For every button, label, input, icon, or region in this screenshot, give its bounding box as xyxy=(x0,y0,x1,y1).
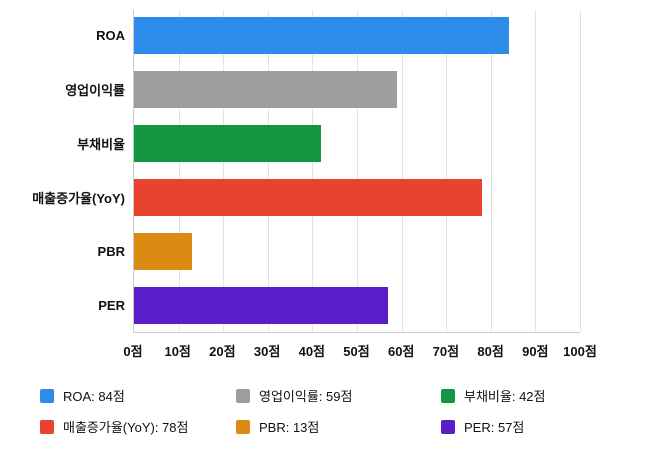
legend-item: PER: 57점 xyxy=(441,417,545,436)
gridline xyxy=(535,10,537,332)
x-tick-label: 50점 xyxy=(343,344,370,359)
gridline xyxy=(178,10,180,332)
legend-item: 매출증가율(YoY): 78점 xyxy=(40,417,236,436)
legend-label: PBR: 13점 xyxy=(259,420,320,435)
x-tick-label: 0점 xyxy=(123,344,143,359)
category-label: PER xyxy=(98,298,125,313)
legend-swatch-icon xyxy=(236,419,250,434)
legend-swatch-icon xyxy=(40,388,54,403)
legend-item: 영업이익률: 59점 xyxy=(236,386,441,405)
category-label: 매출증가율(YoY) xyxy=(32,191,125,206)
gridline xyxy=(312,10,314,332)
category-label: 부채비율 xyxy=(77,137,125,152)
x-tick-label: 20점 xyxy=(209,344,236,359)
x-tick-label: 100점 xyxy=(563,344,597,359)
legend-swatch-icon xyxy=(441,419,455,434)
legend-item: 부채비율: 42점 xyxy=(441,386,545,405)
gridline xyxy=(580,10,581,332)
category-label: ROA xyxy=(96,28,125,43)
bar-PER xyxy=(134,287,389,324)
gridline xyxy=(267,10,269,332)
legend-swatch-icon xyxy=(441,388,455,403)
x-tick-label: 70점 xyxy=(432,344,460,359)
category-label: PBR xyxy=(97,244,125,259)
x-tick-label: 90점 xyxy=(522,344,549,359)
x-axis: 0점 10점 20점 30점 40점 50점 60점 70점 80점 90점 100점 xyxy=(123,341,596,359)
legend-label: 영업이익률: 59점 xyxy=(259,389,353,404)
category-label: 영업이익률 xyxy=(65,83,125,98)
gridline xyxy=(446,10,448,332)
gridline xyxy=(490,10,492,332)
legend-swatch-icon xyxy=(40,419,54,434)
x-tick-label: 60점 xyxy=(387,344,415,359)
x-tick-label: 10점 xyxy=(164,344,191,359)
bar-매출증가율(YoY) xyxy=(134,179,482,216)
x-tick-label: 40점 xyxy=(298,344,326,359)
gridline xyxy=(357,10,358,332)
legend-item: ROA: 84점 xyxy=(40,386,236,405)
x-tick-label: 80점 xyxy=(477,344,504,359)
legend-item: PBR: 13점 xyxy=(236,417,441,436)
legend-label: ROA: 84점 xyxy=(63,389,125,404)
plot-area xyxy=(133,10,581,333)
bar-PBR xyxy=(134,233,192,270)
legend-label: PER: 57점 xyxy=(464,420,525,435)
bar-부채비율 xyxy=(134,125,322,162)
legend-label: 매출증가율(YoY): 78점 xyxy=(63,420,189,435)
bar-ROA xyxy=(134,17,509,54)
x-tick-label: 30점 xyxy=(253,344,281,359)
legend-swatch-icon xyxy=(236,388,250,403)
gridline xyxy=(223,10,225,332)
bar-영업이익률 xyxy=(134,71,398,108)
gridline xyxy=(401,10,403,332)
legend-label: 부채비율: 42점 xyxy=(464,389,546,404)
